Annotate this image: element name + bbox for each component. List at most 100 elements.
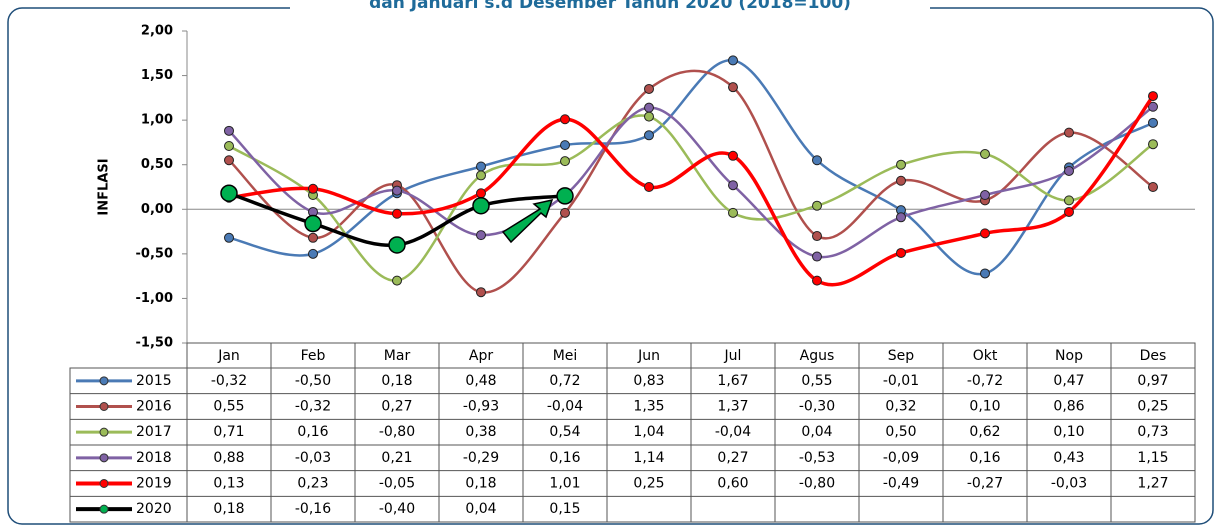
table-cell: 0,88 xyxy=(213,450,244,466)
x-tick-label: Mei xyxy=(553,348,578,364)
x-tick-label: Feb xyxy=(301,348,326,364)
table-cell: -0,27 xyxy=(967,476,1003,492)
table-cell: 0,04 xyxy=(801,424,832,440)
data-point xyxy=(812,275,822,286)
data-point xyxy=(896,212,906,223)
legend-label: 2016 xyxy=(136,399,172,415)
legend-marker xyxy=(99,504,109,514)
table-cell: 0,55 xyxy=(213,399,244,415)
data-point xyxy=(1148,182,1158,192)
y-axis-label: INFLASI xyxy=(97,158,112,215)
table-cell: 0,54 xyxy=(549,424,580,440)
table-cell: 0,73 xyxy=(1137,424,1168,440)
data-point xyxy=(728,207,738,218)
data-point xyxy=(392,208,402,219)
table-cell: 0,21 xyxy=(381,450,412,466)
x-tick-label: Des xyxy=(1140,348,1167,364)
table-cell: -0,05 xyxy=(379,476,415,492)
table-cell: -0,49 xyxy=(883,476,919,492)
table-cell: -0,03 xyxy=(295,450,331,466)
data-point xyxy=(1148,101,1158,112)
data-point xyxy=(1148,139,1158,150)
data-point xyxy=(476,188,486,199)
x-tick-label: Nop xyxy=(1055,348,1083,364)
table-cell: 0,27 xyxy=(381,399,412,415)
data-point xyxy=(472,196,490,215)
data-point xyxy=(728,82,738,93)
data-point xyxy=(1148,117,1158,128)
table-cell: 0,47 xyxy=(1053,373,1084,389)
y-tick-label: 0,00 xyxy=(141,202,173,217)
data-point xyxy=(392,275,402,286)
table-cell: -0,01 xyxy=(883,373,919,389)
table-cell: -0,32 xyxy=(295,399,331,415)
data-point xyxy=(388,236,406,254)
data-point xyxy=(728,180,738,191)
table-cell: 0,23 xyxy=(297,476,328,492)
table-cell: 0,83 xyxy=(633,373,664,389)
data-point xyxy=(476,161,486,172)
table-cell: 0,25 xyxy=(633,476,664,492)
table-cell: -0,93 xyxy=(463,399,499,415)
legend-label: 2018 xyxy=(136,450,172,466)
legend-marker xyxy=(99,402,109,411)
data-point xyxy=(304,214,322,233)
table-cell: 1,01 xyxy=(549,476,580,492)
table-cell: 1,27 xyxy=(1137,476,1168,492)
table-cell: 1,15 xyxy=(1137,450,1168,466)
y-tick-label: 0,50 xyxy=(141,157,173,172)
x-tick-label: Jun xyxy=(637,348,660,364)
data-point xyxy=(980,228,990,239)
table-cell: 0,60 xyxy=(717,476,748,492)
table-cell: -0,04 xyxy=(715,424,751,440)
y-tick-label: -1,50 xyxy=(136,336,173,351)
data-point xyxy=(1064,165,1074,176)
table-cell: 0,16 xyxy=(969,450,1000,466)
data-point xyxy=(728,150,738,161)
data-point xyxy=(812,200,822,211)
table-cell: -0,04 xyxy=(547,399,583,415)
data-point xyxy=(812,251,822,262)
y-tick-label: -0,50 xyxy=(136,246,173,261)
legend-label: 2017 xyxy=(136,424,172,440)
x-tick-label: Mar xyxy=(384,348,411,364)
table-cell: 0,32 xyxy=(885,399,916,415)
data-point xyxy=(812,155,822,166)
table-cell: -0,50 xyxy=(295,373,331,389)
y-tick-label: 1,00 xyxy=(141,113,173,128)
data-point xyxy=(224,140,234,151)
table-cell: -0,80 xyxy=(379,424,415,440)
table-cell: 0,97 xyxy=(1137,373,1168,389)
table-cell: -0,09 xyxy=(883,450,919,466)
table-cell: 0,10 xyxy=(1053,424,1084,440)
x-tick-label: Agus xyxy=(800,348,835,364)
y-tick-label: 2,00 xyxy=(141,24,173,39)
y-tick-label: -1,00 xyxy=(136,291,173,306)
table-cell: 0,18 xyxy=(465,476,496,492)
data-point xyxy=(644,111,654,122)
data-point xyxy=(644,83,654,94)
data-point xyxy=(560,114,570,125)
table-cell: -0,53 xyxy=(799,450,835,466)
data-point xyxy=(644,102,654,113)
table-cell: -0,29 xyxy=(463,450,499,466)
table-cell: 1,67 xyxy=(717,373,748,389)
table-cell: 0,72 xyxy=(549,373,580,389)
table-cell: -0,40 xyxy=(379,501,415,517)
legend-marker xyxy=(99,453,109,463)
x-tick-label: Apr xyxy=(469,348,493,364)
table-cell: 0,18 xyxy=(213,501,244,517)
data-point xyxy=(476,287,486,298)
data-point xyxy=(980,149,990,160)
legend-label: 2019 xyxy=(136,476,172,492)
data-point xyxy=(392,185,402,196)
title-bg xyxy=(290,0,930,10)
data-point xyxy=(980,268,990,279)
data-point xyxy=(728,55,738,66)
table-cell: 0,43 xyxy=(1053,450,1084,466)
x-tick-label: Jul xyxy=(724,348,742,364)
table-cell: 0,18 xyxy=(381,373,412,389)
table-cell: 1,14 xyxy=(633,450,664,466)
table-cell: 0,38 xyxy=(465,424,496,440)
